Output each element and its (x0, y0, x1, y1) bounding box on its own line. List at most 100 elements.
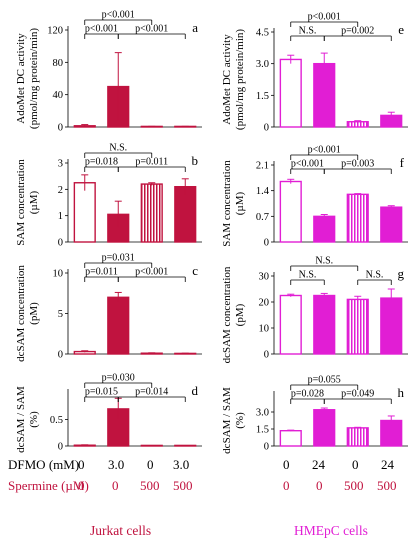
bar (73, 182, 96, 243)
hmepc-spermine-value: 500 (344, 478, 364, 493)
panel-a: 0 40 80 120 AdoMet DC activity (pmol/mg prote… (15, 10, 202, 134)
bar (313, 294, 336, 355)
y-tick-label: 0 (58, 350, 63, 361)
hmepc-dfmo-value: 0 (283, 457, 290, 472)
jurkat-dfmo-value: 3.0 (173, 457, 190, 472)
hmepc-spermine-value: 500 (377, 478, 397, 493)
y-tick-label: 0 (58, 238, 63, 249)
bar (346, 427, 369, 447)
significance-label: p<0.001 (291, 159, 324, 170)
y-tick-label: 1 (58, 211, 63, 222)
y-tick-label: 0.7 (256, 212, 269, 223)
jurkat-spermine-value: 0 (112, 478, 119, 493)
y-axis-label: dcSAM concentration (221, 266, 233, 363)
y-axis-label: SAM concentration (15, 159, 27, 246)
panel-c: 0 5 10 dcSAM concentration (pM) p=0.011 p<0.00… (15, 253, 202, 362)
y-tick-label: 1.5 (256, 425, 269, 436)
significance-label: p=0.049 (341, 389, 374, 400)
significance-label: p=0.011 (85, 267, 118, 278)
significance-label: p=0.002 (341, 26, 374, 37)
y-tick-label: 20 (259, 298, 270, 309)
significance-label: N.S. (366, 270, 384, 281)
y-axis-label: (µM) (28, 190, 40, 214)
bar (380, 206, 403, 243)
bar (174, 185, 197, 243)
y-axis-label: dcSAM / SAM (15, 386, 27, 453)
bar (140, 183, 163, 243)
jurkat-dfmo-value: 0 (147, 457, 154, 472)
y-tick-label: 30 (259, 272, 270, 283)
hmepc-spermine-value: 0 (283, 478, 290, 493)
significance-label: N.S. (109, 143, 127, 154)
significance-label: N.S. (315, 256, 333, 267)
bar (313, 409, 336, 447)
y-axis-label: (pmol/mg protein/min) (28, 28, 40, 129)
y-tick-label: 3.0 (256, 408, 269, 419)
significance-label: N.S. (299, 270, 317, 281)
y-axis-label: (%) (28, 411, 40, 428)
y-axis-label: SAM concentration (221, 160, 233, 247)
dfmo-row-label: DFMO (mM) (8, 457, 80, 472)
panel-b: 0 1 2 3 SAM concentration (µM) p=0.018 p=0.011 N… (15, 143, 202, 249)
y-tick-label: 0 (264, 442, 269, 453)
panel-letter: g (398, 266, 405, 281)
y-tick-label: 4.5 (256, 28, 269, 39)
y-tick-label: 3.0 (256, 59, 269, 70)
panel-e: 0 1.5 3.0 4.5 AdoMet DC activity (pmol/mg pro… (221, 12, 408, 134)
y-tick-label: 0 (264, 350, 269, 361)
bar (279, 430, 302, 447)
hmepc-spermine-value: 0 (316, 478, 323, 493)
y-tick-label: 0.5 (50, 415, 63, 426)
spermine-row-label: Spermine (µM) (8, 478, 89, 493)
y-tick-label: 0 (58, 123, 63, 134)
significance-label: p=0.003 (341, 159, 374, 170)
y-axis-label: AdoMet DC activity (221, 34, 233, 125)
y-tick-label: 40 (53, 90, 64, 101)
bar (107, 296, 130, 355)
significance-label: p=0.014 (135, 387, 168, 398)
y-tick-label: 0 (264, 123, 269, 134)
panel-letter: h (398, 385, 405, 400)
jurkat-dfmo-value: 3.0 (108, 457, 125, 472)
y-tick-label: 10 (53, 269, 64, 280)
panel-letter: f (400, 155, 405, 170)
y-axis-label: (pM) (234, 303, 246, 326)
panel-letter: c (192, 263, 198, 278)
jurkat-spermine-value: 0 (78, 478, 85, 493)
significance-label: N.S. (299, 26, 317, 37)
y-axis-label: (pmol/mg protein/min) (234, 29, 246, 130)
significance-label: p=0.018 (85, 157, 118, 168)
y-axis-label: AdoMet DC activity (15, 33, 27, 124)
significance-label: p<0.001 (308, 12, 341, 23)
bar (346, 298, 369, 355)
y-tick-label: 0 (264, 238, 269, 249)
y-tick-label: 80 (53, 58, 64, 69)
y-tick-label: 5 (58, 309, 63, 320)
y-tick-label: 0 (58, 442, 63, 453)
significance-label: p=0.030 (102, 373, 135, 384)
significance-label: p=0.015 (85, 387, 118, 398)
y-tick-label: 2.1 (256, 161, 269, 172)
jurkat-dfmo-value: 0 (78, 457, 85, 472)
significance-label: p=0.011 (135, 157, 168, 168)
jurkat-group-label: Jurkat cells (90, 523, 152, 538)
bar (313, 215, 336, 243)
panel-letter: b (192, 153, 199, 168)
y-tick-label: 10 (259, 324, 270, 335)
panel-g: 0 10 20 30 dcSAM concentration (pM) N.S. N.S. N.… (221, 256, 408, 363)
significance-label: p<0.001 (102, 10, 135, 21)
y-axis-label: dcSAM / SAM (221, 387, 233, 454)
significance-label: p=0.031 (102, 253, 135, 264)
panel-letter: d (192, 383, 199, 398)
panel-letter: e (398, 22, 404, 37)
hmepc-dfmo-value: 24 (381, 457, 394, 472)
y-tick-label: 2 (58, 185, 63, 196)
significance-label: p<0.001 (85, 24, 118, 35)
y-tick-label: 120 (47, 26, 63, 37)
jurkat-spermine-value: 500 (173, 478, 193, 493)
y-axis-label: dcSAM concentration (15, 265, 27, 362)
hmepc-group-label: HMEpC cells (294, 523, 368, 538)
